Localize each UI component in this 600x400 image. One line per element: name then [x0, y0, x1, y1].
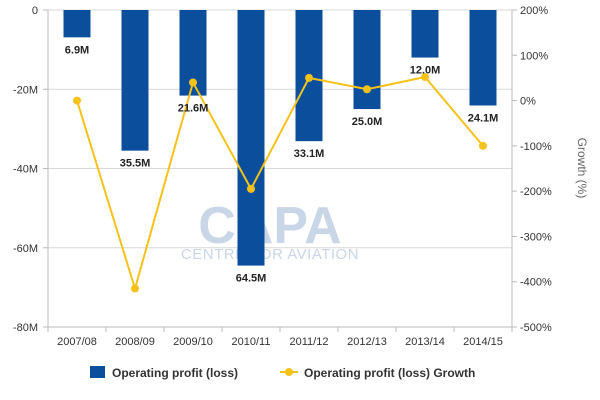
- growth-line-series: [73, 73, 487, 293]
- watermark-subtitle: CENTRE FOR AVIATION: [181, 246, 359, 263]
- watermark-logo: CAPA: [198, 197, 341, 255]
- growth-point-2014/15[interactable]: [479, 141, 487, 150]
- bar-data-label: 12.0M: [410, 65, 441, 77]
- growth-point-2009/10[interactable]: [189, 78, 197, 87]
- legend-label: Operating profit (loss): [112, 366, 238, 380]
- bar-2010/11[interactable]: [237, 10, 265, 266]
- y-right-tick-label: -500%: [520, 322, 552, 334]
- y-left-tick-label: -40M: [13, 164, 38, 176]
- bar-2012/13[interactable]: [353, 10, 381, 110]
- x-tick-label: 2012/13: [347, 336, 387, 348]
- x-tick-label: 2009/10: [173, 336, 213, 348]
- gridlines: [48, 9, 512, 328]
- y-right-axis-title: Growth (%): [575, 138, 589, 199]
- y-left-tick-label: 0: [32, 5, 38, 17]
- growth-line: [76, 75, 484, 293]
- x-tick-label: 2011/12: [290, 336, 329, 348]
- axes: [43, 9, 517, 332]
- legend-item-operating-profit[interactable]: Operating profit (loss): [90, 366, 238, 380]
- bar-2007/08[interactable]: [63, 10, 91, 38]
- bar-series: [63, 10, 497, 266]
- growth-point-2007/08[interactable]: [73, 96, 81, 105]
- bar-2014/15[interactable]: [469, 10, 497, 106]
- y-left-tick-label: -60M: [13, 243, 38, 255]
- growth-point-2010/11[interactable]: [247, 184, 255, 193]
- bar-data-label: 64.5M: [236, 273, 267, 285]
- x-tick-label: 2010/11: [232, 336, 271, 348]
- y-right-tick-label: 200%: [520, 5, 548, 17]
- bar-data-label: 33.1M: [294, 148, 325, 160]
- bar-data-label: 24.1M: [468, 112, 499, 124]
- x-tick-label: 2007/08: [57, 336, 97, 348]
- y-right-tick-label: -200%: [520, 186, 552, 198]
- legend-swatch-marker: [285, 368, 293, 376]
- bar-data-label: 6.9M: [65, 44, 89, 56]
- x-tick-label: 2008/09: [115, 336, 155, 348]
- bar-data-label: 25.0M: [352, 116, 383, 128]
- growth-point-2012/13[interactable]: [363, 85, 371, 94]
- x-tick-label: 2013/14: [405, 336, 445, 348]
- y-right-tick-label: 100%: [520, 50, 548, 62]
- tick-labels: 0 -20M -40M -60M -80M 200% 100% 0% -100% -200% -30…: [13, 5, 589, 348]
- legend-swatch-bar: [90, 366, 105, 378]
- growth-point-2008/09[interactable]: [131, 284, 139, 293]
- bar-data-label: 35.5M: [120, 158, 151, 170]
- bar-data-label: 21.6M: [178, 103, 209, 115]
- y-left-tick-label: -80M: [13, 322, 38, 334]
- growth-point-2011/12[interactable]: [305, 73, 313, 82]
- legend[interactable]: Operating profit (loss) Operating profit …: [90, 366, 475, 380]
- growth-point-2013/14[interactable]: [421, 73, 429, 82]
- y-left-tick-label: -20M: [13, 84, 38, 96]
- y-right-tick-label: -300%: [520, 231, 552, 243]
- y-right-tick-label: -400%: [520, 277, 552, 289]
- y-right-tick-label: 0%: [520, 96, 536, 108]
- legend-label: Operating profit (loss) Growth: [304, 366, 475, 380]
- legend-item-growth[interactable]: Operating profit (loss) Growth: [280, 366, 475, 380]
- bar-2013/14[interactable]: [411, 10, 439, 58]
- bar-2008/09[interactable]: [121, 10, 149, 151]
- data-labels: 6.9M 35.5M 21.6M 64.5M 33.1M 25.0M 12.0M 24.1M: [65, 44, 499, 284]
- y-right-tick-label: -100%: [520, 141, 552, 153]
- x-tick-label: 2014/15: [463, 336, 503, 348]
